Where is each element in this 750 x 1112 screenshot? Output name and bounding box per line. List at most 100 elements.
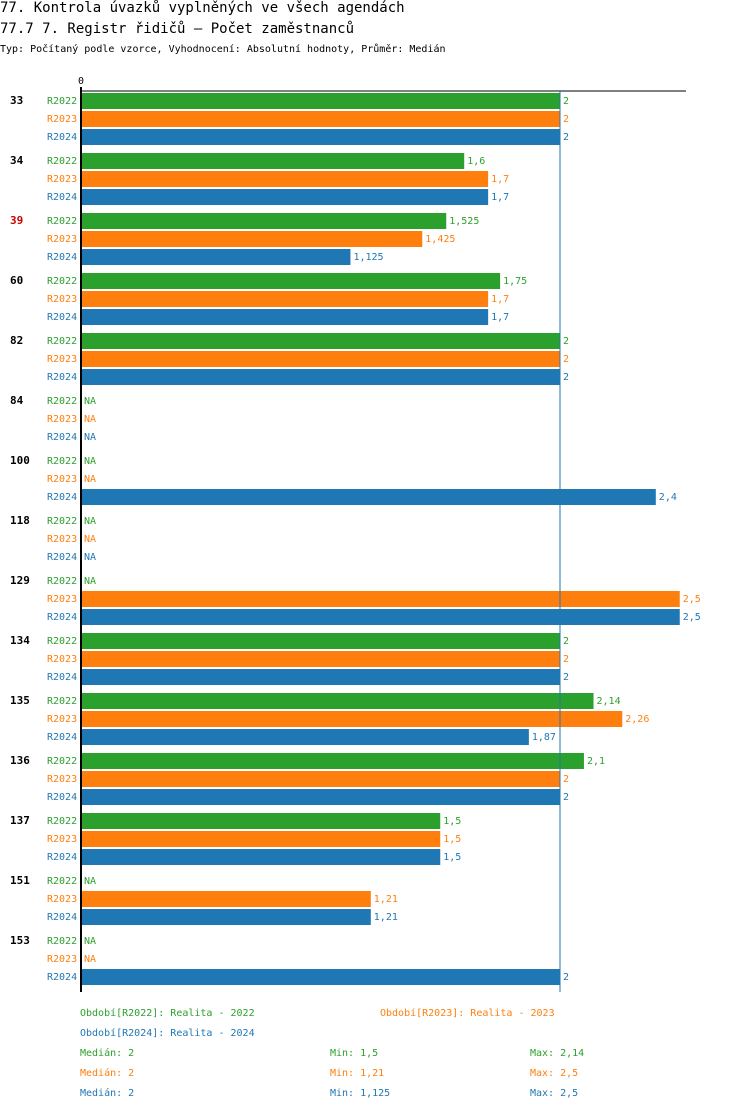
- na-label-84-R2022: NA: [84, 396, 96, 407]
- stat-median-r2023: Medián: 2: [80, 1068, 135, 1079]
- bar-135-R2023: [81, 711, 623, 727]
- bar-151-R2023: [81, 891, 371, 907]
- value-label-136-R2023: 2: [563, 774, 569, 785]
- x-axis-tick-label: 0: [78, 76, 84, 87]
- series-label-129-R2023: R2023: [47, 594, 77, 605]
- series-label-118-R2022: R2022: [47, 516, 77, 527]
- bar-151-R2024: [81, 909, 371, 925]
- value-label-60-R2023: 1,7: [491, 294, 509, 305]
- na-label-118-R2022: NA: [84, 516, 96, 527]
- series-label-34-R2023: R2023: [47, 174, 77, 185]
- group-label-129: 129: [10, 574, 30, 587]
- stat-median-r2022: Medián: 2: [80, 1048, 135, 1059]
- value-label-39-R2024: 1,125: [353, 252, 383, 263]
- series-label-118-R2023: R2023: [47, 534, 77, 545]
- value-label-135-R2024: 1,87: [532, 732, 556, 743]
- stat-min-r2024: Min: 1,125: [330, 1088, 391, 1099]
- value-label-137-R2024: 1,5: [443, 852, 461, 863]
- bar-129-R2024: [81, 609, 680, 625]
- series-label-151-R2024: R2024: [47, 912, 77, 923]
- value-label-33-R2022: 2: [563, 96, 569, 107]
- bar-136-R2024: [81, 789, 560, 805]
- chart-title: 77. Kontrola úvazků vyplněných ve všech …: [0, 0, 405, 16]
- series-label-137-R2024: R2024: [47, 852, 77, 863]
- series-label-34-R2022: R2022: [47, 156, 77, 167]
- series-label-84-R2023: R2023: [47, 414, 77, 425]
- bar-153-R2024: [81, 969, 560, 985]
- stat-min-r2022: Min: 1,5: [330, 1048, 379, 1059]
- value-label-134-R2022: 2: [563, 636, 569, 647]
- bar-33-R2023: [81, 111, 560, 127]
- stat-max-r2024: Max: 2,5: [530, 1088, 579, 1099]
- bar-34-R2024: [81, 189, 489, 205]
- bar-135-R2024: [81, 729, 529, 745]
- series-label-134-R2024: R2024: [47, 672, 77, 683]
- value-label-135-R2022: 2,14: [597, 696, 621, 707]
- value-label-136-R2022: 2,1: [587, 756, 605, 767]
- series-label-60-R2023: R2023: [47, 294, 77, 305]
- value-label-39-R2022: 1,525: [449, 216, 479, 227]
- na-label-84-R2023: NA: [84, 414, 96, 425]
- bar-135-R2022: [81, 693, 594, 709]
- group-label-100: 100: [10, 454, 30, 467]
- legend-r2022: Období[R2022]: Realita - 2022: [80, 1008, 255, 1019]
- na-label-100-R2022: NA: [84, 456, 96, 467]
- value-label-136-R2024: 2: [563, 792, 569, 803]
- bar-34-R2023: [81, 171, 489, 187]
- bar-134-R2022: [81, 633, 560, 649]
- na-label-100-R2023: NA: [84, 474, 96, 485]
- group-label-39: 39: [10, 214, 23, 227]
- value-label-33-R2024: 2: [563, 132, 569, 143]
- bar-136-R2023: [81, 771, 560, 787]
- group-label-84: 84: [10, 394, 24, 407]
- bar-129-R2023: [81, 591, 680, 607]
- bar-60-R2024: [81, 309, 489, 325]
- group-label-33: 33: [10, 94, 23, 107]
- group-label-153: 153: [10, 934, 30, 947]
- bar-134-R2023: [81, 651, 560, 667]
- group-label-60: 60: [10, 274, 23, 287]
- series-label-137-R2022: R2022: [47, 816, 77, 827]
- bar-60-R2023: [81, 291, 489, 307]
- bar-34-R2022: [81, 153, 465, 169]
- series-label-39-R2024: R2024: [47, 252, 77, 263]
- value-label-137-R2023: 1,5: [443, 834, 461, 845]
- value-label-34-R2022: 1,6: [467, 156, 485, 167]
- series-label-84-R2022: R2022: [47, 396, 77, 407]
- na-label-129-R2022: NA: [84, 576, 96, 587]
- series-label-84-R2024: R2024: [47, 432, 77, 443]
- value-label-34-R2024: 1,7: [491, 192, 509, 203]
- value-label-137-R2022: 1,5: [443, 816, 461, 827]
- legend-r2024: Období[R2024]: Realita - 2024: [80, 1028, 255, 1039]
- series-label-151-R2023: R2023: [47, 894, 77, 905]
- series-label-33-R2022: R2022: [47, 96, 77, 107]
- na-label-153-R2022: NA: [84, 936, 96, 947]
- value-label-100-R2024: 2,4: [659, 492, 677, 503]
- chart-description: Typ: Počítaný podle vzorce, Vyhodnocení:…: [0, 44, 446, 55]
- series-label-82-R2022: R2022: [47, 336, 77, 347]
- group-label-34: 34: [10, 154, 24, 167]
- series-label-134-R2023: R2023: [47, 654, 77, 665]
- series-label-153-R2022: R2022: [47, 936, 77, 947]
- bar-60-R2022: [81, 273, 501, 289]
- group-label-118: 118: [10, 514, 30, 527]
- value-label-134-R2024: 2: [563, 672, 569, 683]
- series-label-136-R2023: R2023: [47, 774, 77, 785]
- value-label-151-R2024: 1,21: [374, 912, 398, 923]
- value-label-60-R2022: 1,75: [503, 276, 527, 287]
- group-label-137: 137: [10, 814, 30, 827]
- series-label-153-R2024: R2024: [47, 972, 77, 983]
- bar-82-R2023: [81, 351, 560, 367]
- bar-136-R2022: [81, 753, 584, 769]
- series-label-136-R2024: R2024: [47, 792, 77, 803]
- series-label-135-R2022: R2022: [47, 696, 77, 707]
- series-label-135-R2024: R2024: [47, 732, 77, 743]
- series-label-118-R2024: R2024: [47, 552, 77, 563]
- na-label-84-R2024: NA: [84, 432, 96, 443]
- value-label-39-R2023: 1,425: [425, 234, 455, 245]
- series-label-33-R2024: R2024: [47, 132, 77, 143]
- bar-134-R2024: [81, 669, 560, 685]
- value-label-135-R2023: 2,26: [625, 714, 649, 725]
- series-label-129-R2024: R2024: [47, 612, 77, 623]
- bar-137-R2023: [81, 831, 441, 847]
